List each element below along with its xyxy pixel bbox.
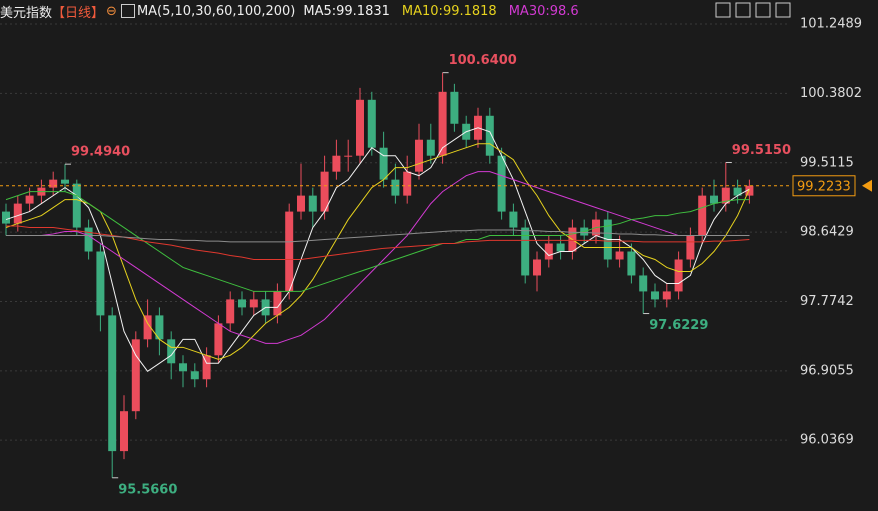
candle-body (356, 99, 364, 156)
candle-body (273, 291, 282, 316)
candle-body (320, 171, 329, 212)
candle-body (533, 259, 541, 276)
ma-line (5, 143, 750, 360)
candle-body (367, 99, 376, 148)
candle-body (13, 203, 22, 224)
icon[interactable] (735, 2, 751, 18)
ma-line (5, 127, 750, 372)
candle-body (639, 275, 648, 292)
y-tick-label: 98.6429 (800, 225, 854, 240)
y-tick-label: 100.3802 (800, 86, 862, 101)
y-tick-label: 96.0369 (800, 433, 854, 448)
period[interactable]: 【日线】 (52, 5, 105, 21)
toolbar-icons (715, 2, 791, 18)
legend-entry: MA5:99.1831 (303, 3, 390, 19)
candle-body (674, 259, 683, 292)
legend: MA5:99.1831 MA10:99.1818 MA30:98.6 (303, 4, 578, 19)
candle-body (179, 363, 187, 372)
candle-body (556, 243, 565, 252)
candle-body (131, 339, 140, 412)
candle-body (615, 251, 624, 260)
ma-icon[interactable] (120, 4, 135, 18)
collapse-icon[interactable]: ⊖ (106, 3, 117, 19)
candle-body (450, 91, 459, 124)
candle-body (721, 187, 730, 204)
candle-body (120, 411, 128, 452)
ma-line (6, 225, 750, 260)
candle-body (521, 227, 530, 276)
last-price-label: 99.2233 (797, 179, 851, 194)
annotation-label: 99.5150 (732, 143, 791, 158)
annotation-label: 95.5660 (118, 482, 177, 497)
candle-body (285, 211, 294, 292)
candle-body (379, 147, 388, 180)
indicator: MA(5,10,30,60,100,200) (136, 3, 296, 19)
candle-body (308, 195, 317, 212)
candle-body (202, 355, 211, 380)
candle-body (733, 187, 742, 196)
candle-body (2, 211, 10, 224)
candle-body (651, 291, 659, 300)
candle-body (544, 243, 553, 260)
candle-body (509, 211, 518, 228)
chart-title: 美元指数 (0, 5, 53, 21)
candle-body (485, 115, 494, 156)
legend-entry: MA30:98.6 (508, 3, 579, 19)
y-tick-label: 96.9055 (800, 363, 854, 378)
ma-line (6, 171, 750, 344)
header: 美元指数 【日线】 ⊖ MA(5,10,30,60,100,200) MA5:9… (0, 0, 579, 22)
candle-body (698, 195, 707, 236)
candle-body (61, 179, 69, 184)
candle-body (72, 183, 81, 228)
candle-body (143, 315, 152, 340)
candle-body (167, 339, 176, 364)
y-tick-label: 97.7742 (800, 294, 854, 309)
candle-body (214, 323, 223, 356)
y-tick-label: 101.2489 (800, 17, 862, 32)
annotation-label: 99.4940 (71, 145, 130, 160)
legend-entry: MA10:99.1818 (401, 3, 497, 19)
candle-body (190, 371, 199, 380)
y-tick-label: 99.5115 (800, 155, 854, 170)
candle-body (391, 179, 400, 196)
candle-body (426, 139, 435, 156)
candle-body (238, 299, 246, 308)
ma-line (5, 191, 750, 292)
icon[interactable] (755, 2, 771, 18)
candle-body (686, 235, 695, 260)
candle-body (25, 195, 34, 204)
candle-body (226, 299, 235, 324)
ma-line (6, 229, 750, 243)
candle-body (662, 291, 671, 300)
candle-body (84, 227, 93, 252)
candle-body (344, 155, 353, 157)
candle-body (332, 155, 341, 172)
candle-body (403, 171, 412, 196)
candle-body (297, 195, 305, 212)
candle-body (415, 139, 423, 172)
candle-body (627, 251, 636, 276)
candle-body (710, 195, 718, 204)
annotation-label: 97.6229 (649, 318, 708, 333)
candle-body (108, 315, 117, 452)
candle-body (249, 299, 258, 308)
candle-body (745, 185, 754, 196)
candle-body (96, 251, 105, 316)
last-price-box (792, 175, 856, 197)
last-price-arrow (862, 179, 872, 192)
icon[interactable] (775, 2, 791, 18)
icon[interactable] (715, 2, 731, 18)
candle-body (497, 155, 506, 212)
candle-body (49, 179, 58, 188)
annotation-label: 100.6400 (449, 53, 517, 68)
candle-body (155, 315, 164, 340)
candle-body (438, 91, 447, 156)
